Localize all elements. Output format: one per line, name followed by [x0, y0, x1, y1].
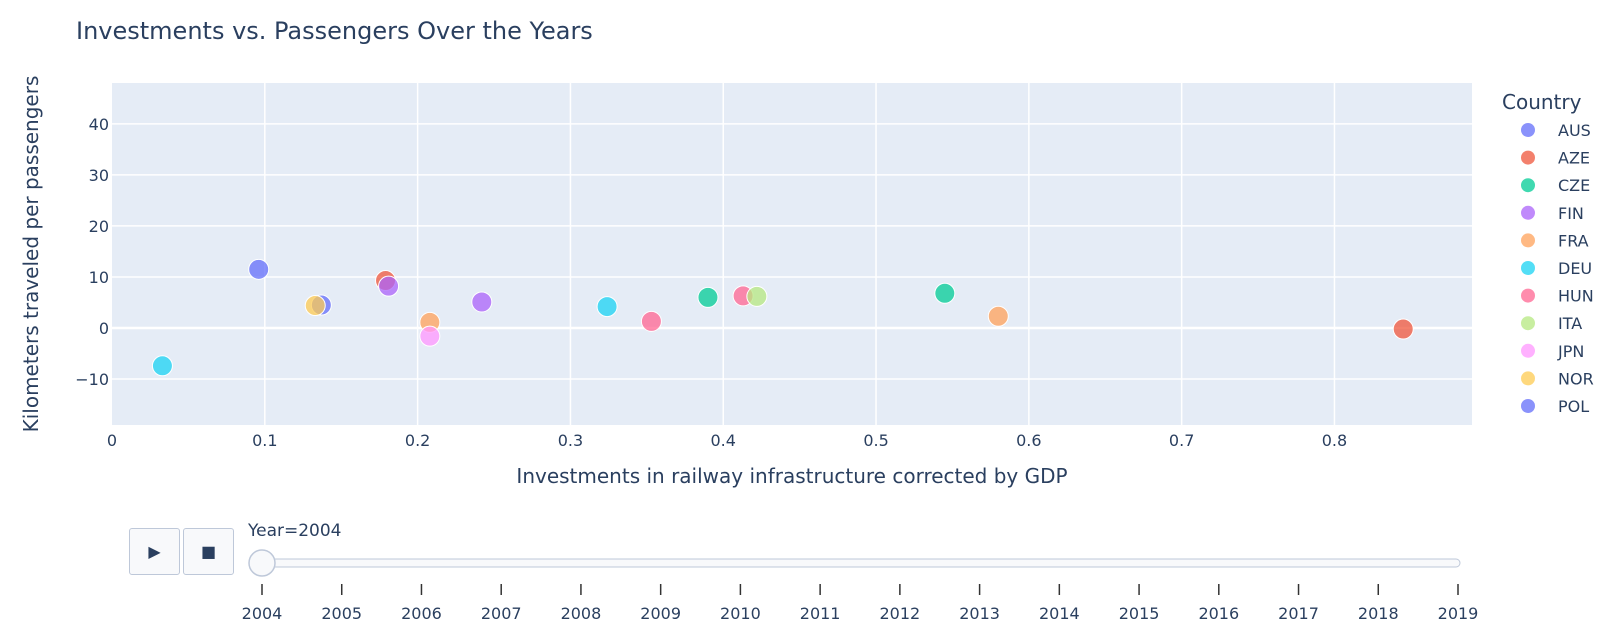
- slider-step-label[interactable]: 2016: [1198, 604, 1239, 623]
- x-tick-label: 0.7: [1169, 431, 1194, 450]
- slider-step-label[interactable]: 2015: [1119, 604, 1160, 623]
- chart-title: Investments vs. Passengers Over the Year…: [76, 17, 593, 45]
- legend-item-deu[interactable]: DEU: [1521, 259, 1592, 278]
- slider-current-label: Year=2004: [247, 521, 342, 541]
- slider-step-label[interactable]: 2011: [800, 604, 841, 623]
- legend-label: HUN: [1558, 287, 1594, 306]
- legend-label: AUS: [1558, 121, 1591, 140]
- legend-marker: [1521, 205, 1535, 220]
- point-fin[interactable]: [471, 291, 493, 313]
- slider-step-label[interactable]: 2004: [242, 604, 283, 623]
- point-deu[interactable]: [596, 296, 618, 318]
- legend-label: AZE: [1558, 149, 1590, 168]
- slider-step-label[interactable]: 2005: [321, 604, 362, 623]
- legend-marker: [1521, 233, 1535, 248]
- slider-step-label[interactable]: 2007: [481, 604, 522, 623]
- legend-label: JPN: [1557, 342, 1584, 361]
- legend-item-ita[interactable]: ITA: [1521, 314, 1582, 333]
- slider-step-label[interactable]: 2017: [1278, 604, 1319, 623]
- point-hun[interactable]: [640, 310, 662, 332]
- slider-step-label[interactable]: 2014: [1039, 604, 1080, 623]
- slider-handle[interactable]: [248, 549, 276, 577]
- year-slider[interactable]: Year=2004 2004 2005 2006 2007 2008 2009 2010 20…: [242, 521, 1479, 623]
- y-tick-label: 0: [99, 319, 109, 338]
- y-tick-label: 40: [89, 115, 109, 134]
- point-deu[interactable]: [151, 355, 173, 377]
- legend-marker: [1521, 343, 1535, 358]
- legend[interactable]: AUS AZE CZE FIN FRA DEU HUN ITA JPN NOR POL: [1521, 121, 1594, 416]
- slider-rail[interactable]: [261, 558, 1461, 568]
- point-pol[interactable]: [248, 258, 270, 280]
- legend-marker: [1521, 123, 1535, 137]
- play-icon: ▶: [148, 541, 161, 561]
- slider-step-label[interactable]: 2008: [561, 604, 602, 623]
- stop-button[interactable]: ■: [183, 528, 234, 575]
- legend-label: DEU: [1558, 259, 1592, 278]
- legend-item-fin[interactable]: FIN: [1521, 204, 1584, 223]
- x-tick-label: 0.4: [711, 431, 736, 450]
- legend-marker: [1521, 150, 1535, 165]
- legend-label: ITA: [1558, 314, 1582, 333]
- legend-item-fra[interactable]: FRA: [1521, 231, 1589, 250]
- data-points[interactable]: [151, 258, 1414, 377]
- point-ita[interactable]: [746, 285, 768, 307]
- y-tick-label: 10: [89, 268, 109, 287]
- legend-marker: [1521, 399, 1535, 413]
- point-jpn[interactable]: [419, 325, 441, 347]
- legend-item-pol[interactable]: POL: [1521, 397, 1589, 416]
- y-tick-label: −10: [75, 370, 109, 389]
- point-aze[interactable]: [1392, 318, 1414, 340]
- legend-label: NOR: [1558, 369, 1594, 388]
- play-button[interactable]: ▶: [129, 528, 180, 575]
- y-axis-ticks: −10 0 10 20 30 40: [75, 115, 109, 389]
- point-cze[interactable]: [934, 282, 956, 304]
- legend-item-aus[interactable]: AUS: [1521, 121, 1591, 140]
- legend-marker: [1521, 371, 1535, 386]
- legend-marker: [1521, 261, 1535, 275]
- legend-item-hun[interactable]: HUN: [1521, 287, 1594, 306]
- slider-step-label[interactable]: 2010: [720, 604, 761, 623]
- legend-item-cze[interactable]: CZE: [1521, 176, 1590, 195]
- legend-label: FRA: [1558, 231, 1589, 250]
- slider-step-label[interactable]: 2012: [880, 604, 921, 623]
- y-tick-label: 20: [89, 217, 109, 236]
- x-tick-label: 0.8: [1322, 431, 1347, 450]
- legend-title: Country: [1502, 90, 1582, 114]
- x-tick-label: 0.1: [252, 431, 277, 450]
- legend-item-jpn[interactable]: JPN: [1521, 342, 1584, 361]
- legend-item-nor[interactable]: NOR: [1521, 369, 1594, 388]
- y-axis-title: Kilometers traveled per passengers: [19, 76, 43, 433]
- x-tick-label: 0: [107, 431, 117, 450]
- x-tick-label: 0.3: [558, 431, 583, 450]
- legend-marker: [1521, 178, 1535, 193]
- x-axis-title: Investments in railway infrastructure co…: [516, 464, 1067, 488]
- stop-icon: ■: [200, 541, 217, 561]
- slider-step-label[interactable]: 2009: [640, 604, 681, 623]
- x-tick-label: 0.2: [405, 431, 430, 450]
- x-tick-label: 0.6: [1016, 431, 1041, 450]
- slider-ticks: 2004 2005 2006 2007 2008 2009 2010 2011 2012 2013…: [242, 584, 1479, 623]
- grid: [112, 83, 1472, 425]
- point-cze[interactable]: [697, 286, 719, 308]
- legend-item-aze[interactable]: AZE: [1521, 149, 1590, 168]
- slider-step-label[interactable]: 2018: [1358, 604, 1399, 623]
- x-tick-label: 0.5: [863, 431, 888, 450]
- legend-marker: [1521, 316, 1535, 331]
- point-nor[interactable]: [304, 295, 326, 317]
- legend-label: CZE: [1558, 176, 1590, 195]
- slider-step-label[interactable]: 2006: [401, 604, 442, 623]
- y-tick-label: 30: [89, 166, 109, 185]
- plot-area: [112, 83, 1472, 425]
- point-fra[interactable]: [987, 305, 1009, 327]
- point-fin[interactable]: [378, 275, 400, 297]
- slider-step-label[interactable]: 2019: [1438, 604, 1479, 623]
- legend-label: FIN: [1558, 204, 1584, 223]
- legend-label: POL: [1558, 397, 1589, 416]
- x-axis-ticks: 0 0.1 0.2 0.3 0.4 0.5 0.6 0.7 0.8: [107, 431, 1347, 450]
- slider-step-label[interactable]: 2013: [959, 604, 1000, 623]
- legend-marker: [1521, 288, 1535, 303]
